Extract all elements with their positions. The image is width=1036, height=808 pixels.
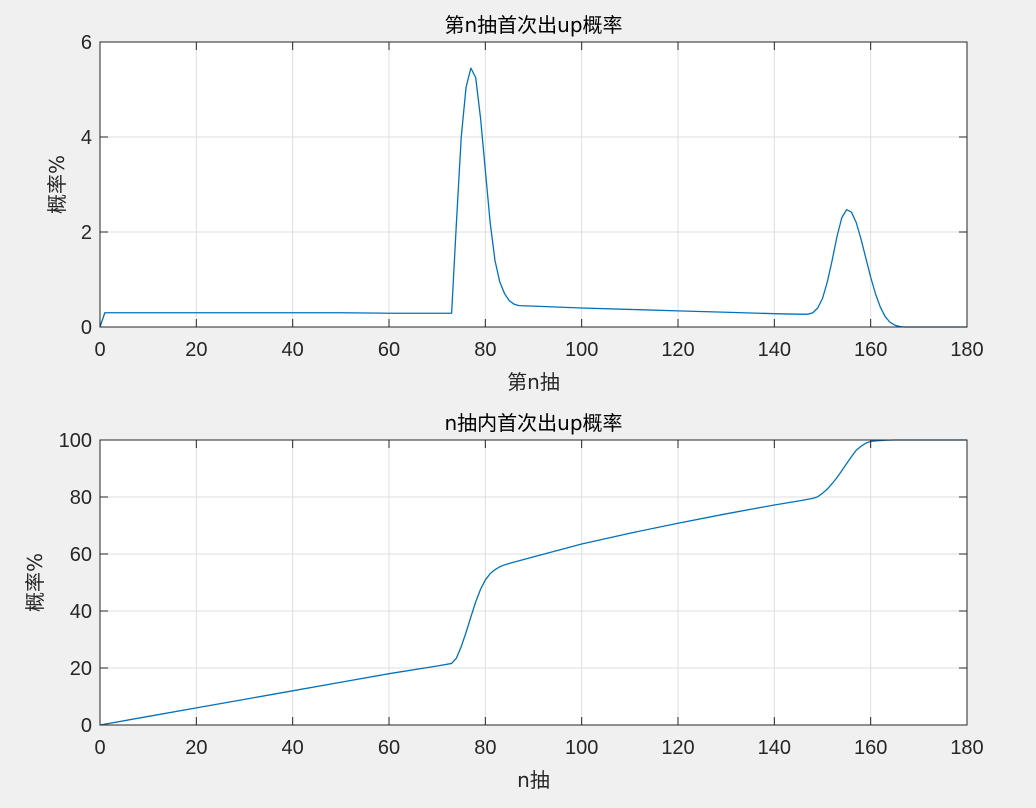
y-tick-label: 40 <box>70 601 92 623</box>
x-tick-label: 160 <box>854 339 887 361</box>
x-tick-label: 0 <box>94 737 105 759</box>
axes-top: 0 20 40 60 80 100 120 140 160 180 0 2 4 6 第n抽首次出up概率第n… <box>45 13 984 394</box>
x-tick-label: 100 <box>565 339 598 361</box>
x-tick-label: 40 <box>282 339 304 361</box>
y-axis-label: 概率% <box>45 155 69 214</box>
x-tick-label: 140 <box>758 339 791 361</box>
y-tick-label: 20 <box>70 658 92 680</box>
x-axis-label: 第n抽 <box>507 370 560 394</box>
x-tick-label: 20 <box>185 339 207 361</box>
x-tick-label: 100 <box>565 737 598 759</box>
y-tick-label: 4 <box>81 127 92 149</box>
y-tick-label: 2 <box>81 222 92 244</box>
x-tick-label: 120 <box>661 737 694 759</box>
axes-bottom: 0 20 40 60 80 100 120 140 160 180 0 20 40 60 80 100 n抽内首… <box>23 411 984 792</box>
x-tick-label: 80 <box>474 339 496 361</box>
y-tick-label: 0 <box>81 715 92 737</box>
x-tick-label: 60 <box>378 737 400 759</box>
x-tick-label: 0 <box>94 339 105 361</box>
x-axis-label: n抽 <box>517 768 550 792</box>
x-tick-label: 180 <box>950 737 983 759</box>
x-tick-label: 180 <box>950 339 983 361</box>
y-tick-label: 0 <box>81 317 92 339</box>
y-tick-label: 80 <box>70 487 92 509</box>
axes-border <box>99 41 968 328</box>
axes-border <box>99 439 968 726</box>
x-tick-label: 20 <box>185 737 207 759</box>
y-tick-label: 60 <box>70 544 92 566</box>
x-tick-label: 80 <box>474 737 496 759</box>
plot-area <box>99 439 968 726</box>
series-line <box>99 439 967 726</box>
x-tick-label: 140 <box>758 737 791 759</box>
x-tick-label: 160 <box>854 737 887 759</box>
y-axis-label: 概率% <box>23 553 47 612</box>
y-tick-label: 6 <box>81 32 92 54</box>
series-line <box>99 67 967 328</box>
x-tick-label: 60 <box>378 339 400 361</box>
x-tick-label: 40 <box>282 737 304 759</box>
chart-title: 第n抽首次出up概率 <box>444 13 622 37</box>
y-tick-label: 100 <box>59 430 92 452</box>
plot-area <box>99 41 968 328</box>
chart-title: n抽内首次出up概率 <box>444 411 622 435</box>
x-tick-label: 120 <box>661 339 694 361</box>
